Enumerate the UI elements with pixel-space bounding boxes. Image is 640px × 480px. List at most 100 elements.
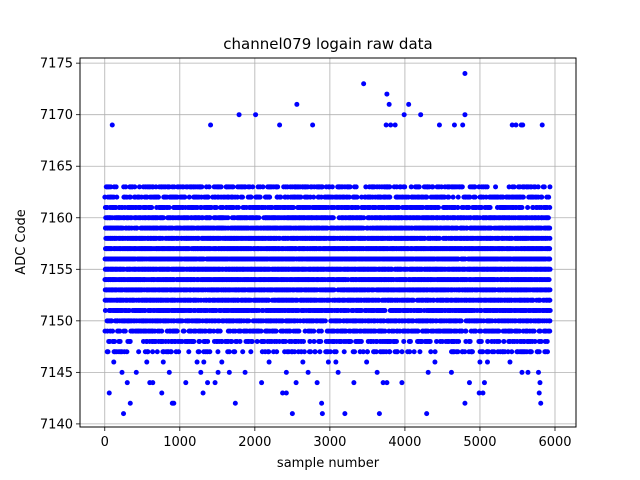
data-point bbox=[296, 328, 302, 334]
data-point bbox=[197, 338, 203, 344]
data-point bbox=[260, 184, 266, 190]
data-point bbox=[402, 184, 408, 190]
data-point bbox=[424, 194, 430, 200]
data-point bbox=[186, 349, 192, 355]
data-point bbox=[354, 194, 360, 200]
data-point bbox=[102, 308, 108, 314]
data-point bbox=[401, 338, 407, 344]
data-point bbox=[387, 184, 393, 190]
data-point bbox=[211, 328, 217, 334]
data-point bbox=[258, 328, 264, 334]
data-point bbox=[360, 349, 366, 355]
data-point bbox=[480, 349, 486, 355]
data-point bbox=[291, 204, 296, 210]
data-point bbox=[206, 184, 212, 190]
data-point bbox=[411, 349, 417, 355]
data-point bbox=[436, 204, 442, 210]
data-point bbox=[410, 297, 416, 303]
data-point bbox=[311, 328, 317, 334]
data-point bbox=[407, 338, 413, 344]
data-point bbox=[266, 349, 272, 355]
data-point bbox=[486, 349, 492, 355]
data-point bbox=[363, 184, 369, 190]
data-point bbox=[387, 349, 393, 355]
data-point bbox=[283, 338, 289, 344]
data-point bbox=[132, 184, 138, 190]
data-point bbox=[467, 338, 473, 344]
data-point bbox=[311, 194, 317, 200]
data-point bbox=[485, 338, 491, 344]
data-point bbox=[229, 338, 235, 344]
data-point bbox=[472, 194, 478, 200]
data-point bbox=[330, 215, 336, 221]
data-point bbox=[416, 184, 422, 190]
data-point bbox=[236, 204, 242, 210]
data-point bbox=[114, 194, 120, 200]
data-point bbox=[267, 194, 273, 200]
data-point bbox=[467, 194, 473, 200]
data-point bbox=[459, 328, 465, 334]
data-point bbox=[450, 194, 456, 200]
data-point bbox=[322, 318, 328, 324]
data-point bbox=[174, 328, 180, 334]
data-point bbox=[348, 338, 354, 344]
data-point bbox=[181, 328, 187, 334]
data-point bbox=[278, 194, 284, 200]
data-point bbox=[161, 215, 166, 221]
data-point bbox=[473, 328, 479, 334]
data-point bbox=[360, 225, 366, 231]
data-point bbox=[275, 184, 281, 190]
data-point bbox=[112, 338, 118, 344]
data-point bbox=[176, 349, 182, 355]
data-point bbox=[478, 338, 484, 344]
data-point bbox=[237, 338, 243, 344]
data-point bbox=[382, 328, 388, 334]
data-point bbox=[149, 204, 155, 210]
data-point bbox=[318, 328, 324, 334]
data-point bbox=[373, 349, 379, 355]
data-point bbox=[217, 328, 223, 334]
data-point bbox=[218, 184, 224, 190]
data-point bbox=[246, 318, 252, 324]
data-point bbox=[256, 215, 262, 221]
data-point bbox=[124, 349, 130, 355]
data-point bbox=[455, 194, 461, 200]
data-point bbox=[179, 318, 185, 324]
data-point bbox=[248, 194, 254, 200]
data-point bbox=[462, 349, 468, 355]
data-point bbox=[408, 184, 414, 190]
data-point bbox=[430, 184, 436, 190]
data-point bbox=[393, 338, 399, 344]
data-point bbox=[308, 349, 314, 355]
data-point bbox=[105, 349, 111, 355]
data-point bbox=[458, 318, 464, 324]
data-point bbox=[191, 338, 197, 344]
data-point bbox=[207, 215, 213, 221]
data-point bbox=[456, 338, 462, 344]
data-point bbox=[466, 204, 472, 210]
data-point bbox=[484, 184, 490, 190]
data-point bbox=[319, 184, 325, 190]
data-point bbox=[331, 287, 337, 293]
data-point bbox=[491, 349, 497, 355]
data-point bbox=[226, 349, 232, 355]
data-point bbox=[155, 194, 161, 200]
data-point bbox=[234, 194, 240, 200]
data-point bbox=[150, 349, 156, 355]
data-point bbox=[300, 338, 306, 344]
data-point bbox=[199, 184, 205, 190]
data-point bbox=[301, 349, 307, 355]
data-point bbox=[327, 349, 333, 355]
data-point bbox=[501, 338, 507, 344]
data-point bbox=[123, 184, 129, 190]
data-point bbox=[361, 215, 367, 221]
data-point bbox=[215, 349, 221, 355]
data-point bbox=[250, 184, 256, 190]
data-point bbox=[439, 338, 445, 344]
data-point bbox=[168, 349, 174, 355]
data-point bbox=[205, 194, 211, 200]
data-point bbox=[257, 194, 263, 200]
data-point bbox=[387, 194, 393, 200]
data-point bbox=[113, 184, 119, 190]
